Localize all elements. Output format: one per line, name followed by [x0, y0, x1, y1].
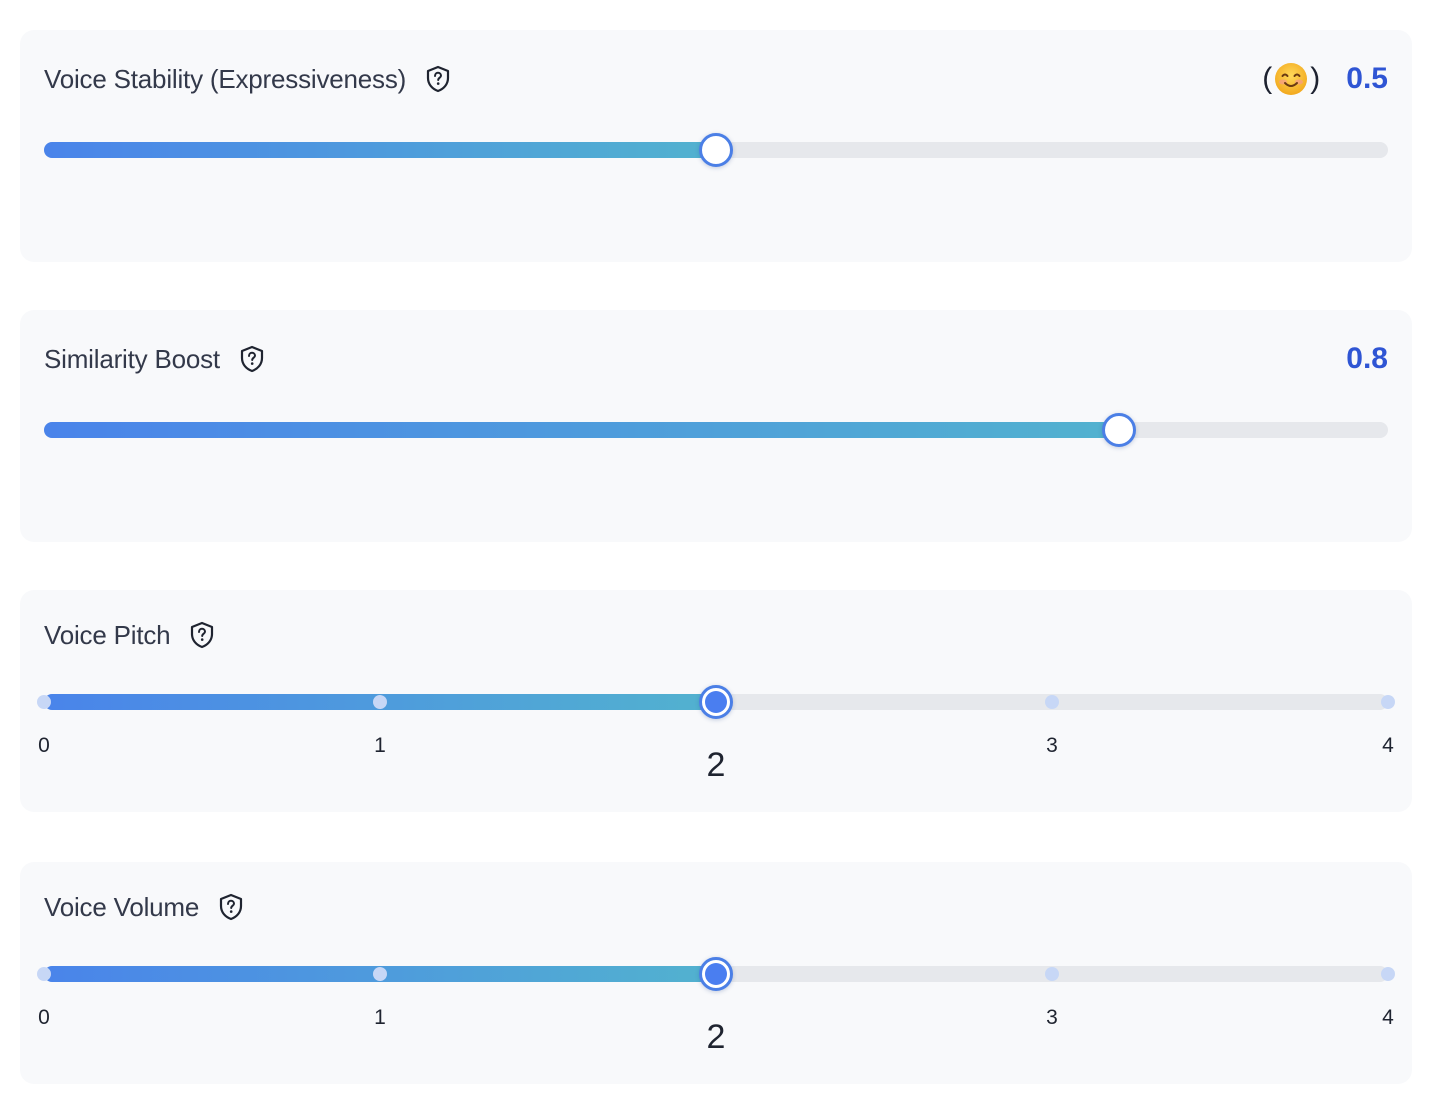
volume-tick-label: 4 — [1382, 1006, 1394, 1029]
expressiveness-emoji: ( ) — [1262, 62, 1320, 96]
volume-tick-label: 1 — [374, 1006, 386, 1029]
voice-pitch-slider-track[interactable] — [37, 685, 1395, 719]
voice-volume-header: Voice Volume — [44, 888, 1388, 926]
shield-question-icon[interactable] — [188, 620, 216, 650]
shield-question-icon[interactable] — [217, 892, 245, 922]
voice-stability-slider-fill — [44, 142, 716, 158]
shield-question-icon[interactable] — [238, 344, 266, 374]
pitch-current-value-label: 2 — [706, 746, 726, 784]
volume-tick-label: 3 — [1046, 1006, 1058, 1029]
voice-stability-panel: Voice Stability (Expressiveness) ( — [20, 30, 1412, 262]
pitch-tick-label: 1 — [374, 734, 386, 757]
voice-pitch-header: Voice Pitch — [44, 616, 1388, 654]
emoji-close-paren: ) — [1310, 62, 1321, 95]
voice-stability-header: Voice Stability (Expressiveness) ( — [44, 60, 1388, 98]
voice-volume-panel: Voice Volume 0 1 2 3 4 — [20, 862, 1412, 1084]
similarity-boost-slider-fill — [44, 422, 1120, 438]
voice-stability-slider-thumb[interactable] — [699, 133, 733, 167]
volume-step-dot[interactable] — [37, 967, 51, 981]
voice-stability-label: Voice Stability (Expressiveness) — [44, 63, 407, 94]
volume-current-value-label: 2 — [706, 1018, 726, 1056]
voice-stability-slider-track[interactable] — [44, 133, 1388, 167]
similarity-boost-header: Similarity Boost 0.8 — [44, 340, 1388, 378]
pitch-step-dot[interactable] — [37, 695, 51, 709]
similarity-boost-value: 0.8 — [1346, 342, 1388, 375]
similarity-boost-slider-thumb[interactable] — [1102, 413, 1137, 447]
similarity-boost-panel: Similarity Boost 0.8 — [20, 310, 1412, 542]
pitch-tick-label: 0 — [38, 734, 50, 757]
voice-pitch-label: Voice Pitch — [44, 619, 171, 650]
voice-pitch-panel: Voice Pitch 0 1 2 3 4 — [20, 590, 1412, 812]
pitch-tick-label: 3 — [1046, 734, 1058, 757]
voice-stability-value: 0.5 — [1346, 62, 1388, 95]
pitch-slider-thumb[interactable] — [699, 685, 733, 719]
emoji-open-paren: ( — [1262, 62, 1273, 95]
shield-question-icon[interactable] — [424, 64, 452, 94]
pitch-step-dot[interactable] — [373, 695, 387, 709]
volume-step-dot[interactable] — [1045, 967, 1059, 981]
pitch-tick-label: 4 — [1382, 734, 1394, 757]
pitch-step-dot[interactable] — [1381, 695, 1395, 709]
volume-tick-label: 0 — [38, 1006, 50, 1029]
volume-step-dot[interactable] — [373, 967, 387, 981]
similarity-boost-label: Similarity Boost — [44, 343, 220, 374]
smiling-face-icon — [1275, 63, 1308, 95]
volume-step-dot[interactable] — [1381, 967, 1395, 981]
voice-volume-slider-track[interactable] — [37, 957, 1395, 991]
similarity-boost-slider-track[interactable] — [44, 413, 1388, 447]
volume-slider-thumb[interactable] — [699, 957, 733, 991]
voice-volume-label: Voice Volume — [44, 891, 200, 922]
pitch-step-dot[interactable] — [1045, 695, 1059, 709]
